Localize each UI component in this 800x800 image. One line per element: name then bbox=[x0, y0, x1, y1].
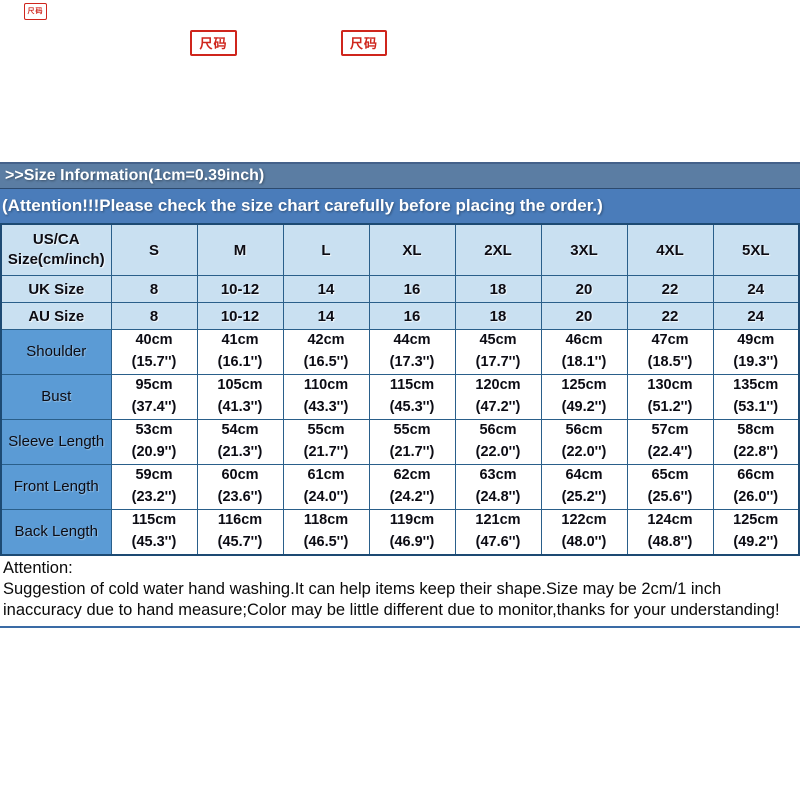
table-cell: 120cm (47.2'') bbox=[454, 374, 542, 420]
table-cell: 24 bbox=[712, 302, 800, 330]
table-cell: 110cm (43.3'') bbox=[282, 374, 370, 420]
table-cell: 125cm (49.2'') bbox=[712, 509, 800, 556]
measurement-row-sleeve-length: Sleeve Length 53cm (20.9'') 54cm (21.3'') … bbox=[0, 419, 800, 465]
table-cell: 125cm (49.2'') bbox=[540, 374, 628, 420]
au-size-row: AU Size 8 10-12 14 16 18 20 22 24 bbox=[0, 302, 800, 330]
table-cell: 10-12 bbox=[196, 275, 284, 303]
table-cell: 65cm (25.6'') bbox=[626, 464, 714, 510]
care-note-text: Suggestion of cold water hand washing.It… bbox=[3, 579, 780, 619]
table-cell: 41cm (16.1'') bbox=[196, 329, 284, 375]
table-cell: 55cm (21.7'') bbox=[368, 419, 456, 465]
table-cell: 61cm (24.0'') bbox=[282, 464, 370, 510]
table-cell: 49cm (19.3'') bbox=[712, 329, 800, 375]
table-cell: 64cm (25.2'') bbox=[540, 464, 628, 510]
row-label: Back Length bbox=[0, 509, 112, 556]
table-cell: 44cm (17.3'') bbox=[368, 329, 456, 375]
table-cell: 8 bbox=[110, 302, 198, 330]
table-cell: 118cm (46.5'') bbox=[282, 509, 370, 556]
table-cell: 55cm (21.7'') bbox=[282, 419, 370, 465]
table-cell: 45cm (17.7'') bbox=[454, 329, 542, 375]
measurement-row-front-length: Front Length 59cm (23.2'') 60cm (23.6'') 6… bbox=[0, 464, 800, 510]
table-cell: 20 bbox=[540, 302, 628, 330]
table-cell: 20 bbox=[540, 275, 628, 303]
size-col-header: 2XL bbox=[454, 223, 542, 276]
table-cell: 119cm (46.9'') bbox=[368, 509, 456, 556]
table-cell: 8 bbox=[110, 275, 198, 303]
row-label: UK Size bbox=[0, 275, 112, 303]
table-cell: 22 bbox=[626, 302, 714, 330]
table-cell: 60cm (23.6'') bbox=[196, 464, 284, 510]
size-info-header: >>Size Information(1cm=0.39inch) bbox=[0, 162, 800, 189]
size-col-header: 5XL bbox=[712, 223, 800, 276]
table-cell: 22 bbox=[626, 275, 714, 303]
table-cell: 63cm (24.8'') bbox=[454, 464, 542, 510]
table-cell: 56cm (22.0'') bbox=[540, 419, 628, 465]
table-cell: 47cm (18.5'') bbox=[626, 329, 714, 375]
table-cell: 57cm (22.4'') bbox=[626, 419, 714, 465]
table-cell: 95cm (37.4'') bbox=[110, 374, 198, 420]
size-table: US/CA Size(cm/inch) S M L XL 2XL 3XL 4XL… bbox=[0, 223, 800, 556]
uk-size-row: UK Size 8 10-12 14 16 18 20 22 24 bbox=[0, 275, 800, 303]
table-cell: 18 bbox=[454, 302, 542, 330]
row-label: Shoulder bbox=[0, 329, 112, 375]
row-label: Sleeve Length bbox=[0, 419, 112, 465]
table-cell: 14 bbox=[282, 275, 370, 303]
table-cell: 124cm (48.8'') bbox=[626, 509, 714, 556]
table-cell: 16 bbox=[368, 275, 456, 303]
red-stamp-right: 尺码 bbox=[341, 30, 387, 56]
table-cell: 40cm (15.7'') bbox=[110, 329, 198, 375]
red-stamp-small: 尺码 bbox=[24, 3, 47, 20]
measurement-row-back-length: Back Length 115cm (45.3'') 116cm (45.7'') … bbox=[0, 509, 800, 556]
size-col-header: L bbox=[282, 223, 370, 276]
table-cell: 130cm (51.2'') bbox=[626, 374, 714, 420]
measurement-row-shoulder: Shoulder 40cm (15.7'') 41cm (16.1'') 42cm(… bbox=[0, 329, 800, 375]
table-cell: 24 bbox=[712, 275, 800, 303]
row-label: Front Length bbox=[0, 464, 112, 510]
size-header-row: US/CA Size(cm/inch) S M L XL 2XL 3XL 4XL… bbox=[0, 223, 800, 276]
care-note: Attention: Suggestion of cold water hand … bbox=[0, 556, 800, 629]
table-cell: 58cm (22.8'') bbox=[712, 419, 800, 465]
attention-label: Attention: bbox=[3, 559, 73, 577]
table-cell: 56cm (22.0'') bbox=[454, 419, 542, 465]
size-col-header: 3XL bbox=[540, 223, 628, 276]
size-col-header: S bbox=[110, 223, 198, 276]
table-cell: 135cm (53.1'') bbox=[712, 374, 800, 420]
corner-cell: US/CA Size(cm/inch) bbox=[0, 223, 112, 276]
table-cell: 59cm (23.2'') bbox=[110, 464, 198, 510]
table-cell: 115cm (45.3'') bbox=[368, 374, 456, 420]
table-cell: 46cm (18.1'') bbox=[540, 329, 628, 375]
size-col-header: M bbox=[196, 223, 284, 276]
size-col-header: XL bbox=[368, 223, 456, 276]
table-cell: 42cm (16.5'') bbox=[282, 329, 370, 375]
table-cell: 54cm (21.3'') bbox=[196, 419, 284, 465]
table-cell: 14 bbox=[282, 302, 370, 330]
measurement-row-bust: Bust 95cm (37.4'') 105cm (41.3'') 110cm (43… bbox=[0, 374, 800, 420]
attention-banner: (Attention!!!Please check the size chart… bbox=[0, 189, 800, 223]
table-cell: 116cm (45.7'') bbox=[196, 509, 284, 556]
table-cell: 121cm (47.6'') bbox=[454, 509, 542, 556]
table-cell: 122cm (48.0'') bbox=[540, 509, 628, 556]
table-cell: 18 bbox=[454, 275, 542, 303]
table-cell: 66cm (26.0'') bbox=[712, 464, 800, 510]
table-cell: 105cm (41.3'') bbox=[196, 374, 284, 420]
row-label: Bust bbox=[0, 374, 112, 420]
table-cell: 53cm (20.9'') bbox=[110, 419, 198, 465]
row-label: AU Size bbox=[0, 302, 112, 330]
red-stamp-left: 尺码 bbox=[190, 30, 237, 56]
size-chart-sheet: >>Size Information(1cm=0.39inch) (Attent… bbox=[0, 162, 800, 629]
table-cell: 62cm (24.2'') bbox=[368, 464, 456, 510]
table-cell: 16 bbox=[368, 302, 456, 330]
table-cell: 115cm (45.3'') bbox=[110, 509, 198, 556]
size-col-header: 4XL bbox=[626, 223, 714, 276]
table-cell: 10-12 bbox=[196, 302, 284, 330]
